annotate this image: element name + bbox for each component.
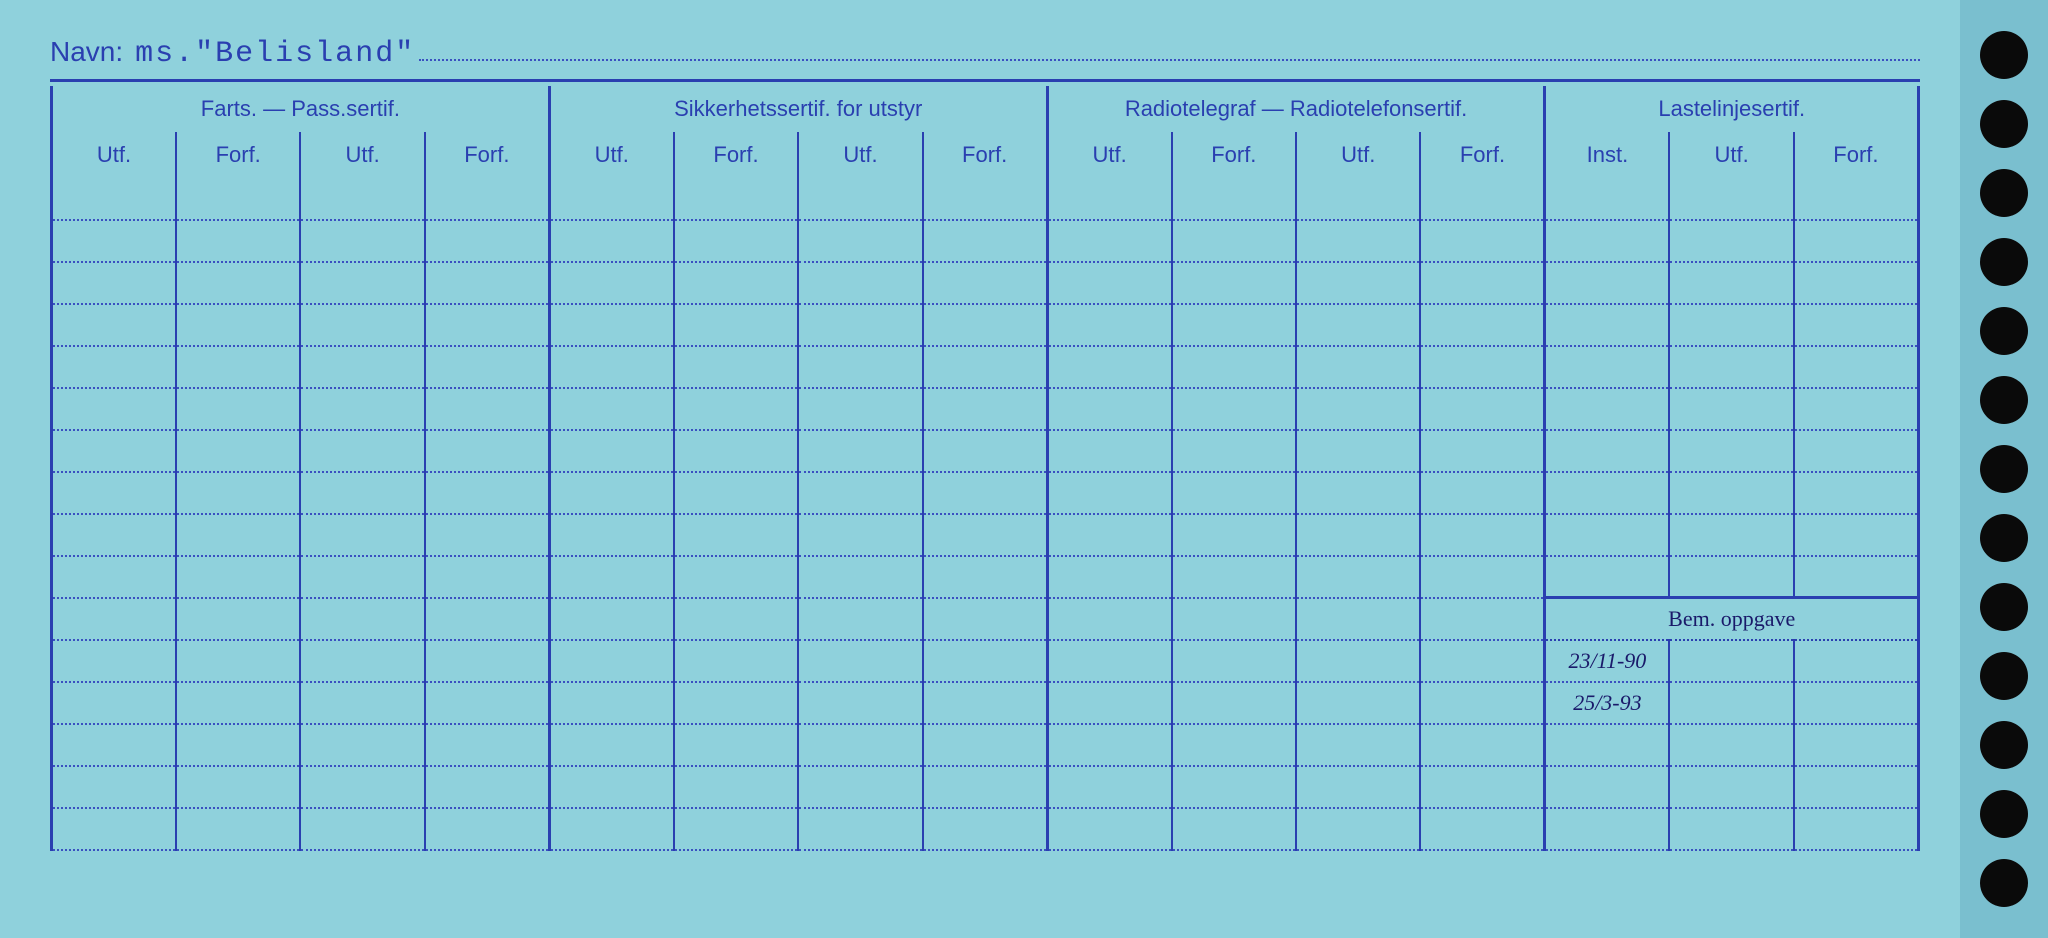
punch-hole — [1980, 169, 2028, 217]
table-row — [52, 766, 1919, 808]
table-row — [52, 472, 1919, 514]
table-row — [52, 178, 1919, 220]
punch-hole — [1980, 583, 2028, 631]
header-groups-row: Farts. — Pass.sertif.Sikkerhetssertif. f… — [52, 86, 1919, 132]
column-header: Forf. — [1420, 132, 1544, 178]
column-header: Utf. — [300, 132, 424, 178]
name-dotted-line — [419, 30, 1920, 61]
group-header: Sikkerhetssertif. for utstyr — [549, 86, 1047, 132]
name-value: ms."Belisland" — [135, 37, 415, 71]
column-header: Utf. — [1047, 132, 1171, 178]
column-header: Inst. — [1545, 132, 1669, 178]
column-header: Forf. — [674, 132, 798, 178]
table-row — [52, 556, 1919, 598]
punch-hole — [1980, 307, 2028, 355]
column-header: Forf. — [425, 132, 549, 178]
table-row — [52, 808, 1919, 850]
column-header: Utf. — [1669, 132, 1793, 178]
table-row — [52, 262, 1919, 304]
column-header: Utf. — [798, 132, 922, 178]
group-header: Farts. — Pass.sertif. — [52, 86, 550, 132]
punch-hole — [1980, 238, 2028, 286]
column-header: Utf. — [549, 132, 673, 178]
punch-hole — [1980, 31, 2028, 79]
punch-hole — [1980, 514, 2028, 562]
table-row — [52, 430, 1919, 472]
punch-hole — [1980, 100, 2028, 148]
punch-hole — [1980, 652, 2028, 700]
table-row — [52, 346, 1919, 388]
bem-oppgave-cell: Bem. oppgave — [1545, 598, 1919, 640]
handwritten-date: 25/3-93 — [1545, 682, 1669, 724]
punch-hole — [1980, 721, 2028, 769]
column-header: Forf. — [1794, 132, 1919, 178]
table-row — [52, 304, 1919, 346]
column-header: Utf. — [1296, 132, 1420, 178]
group-header: Lastelinjesertif. — [1545, 86, 1919, 132]
table-row — [52, 388, 1919, 430]
table-row — [52, 220, 1919, 262]
table-row: 23/11-90 — [52, 640, 1919, 682]
punch-hole-strip — [1960, 0, 2048, 938]
certificate-table: Farts. — Pass.sertif.Sikkerhetssertif. f… — [50, 86, 1920, 851]
table-body: Bem. oppgave23/11-9025/3-93 — [52, 178, 1919, 850]
header-columns-row: Utf.Forf.Utf.Forf.Utf.Forf.Utf.Forf.Utf.… — [52, 132, 1919, 178]
punch-hole — [1980, 859, 2028, 907]
column-header: Utf. — [52, 132, 176, 178]
group-header: Radiotelegraf — Radiotelefonsertif. — [1047, 86, 1545, 132]
column-header: Forf. — [176, 132, 300, 178]
handwritten-date: 23/11-90 — [1545, 640, 1669, 682]
table-row — [52, 514, 1919, 556]
punch-hole — [1980, 376, 2028, 424]
table-row — [52, 724, 1919, 766]
table-row: 25/3-93 — [52, 682, 1919, 724]
table-row: Bem. oppgave — [52, 598, 1919, 640]
punch-hole — [1980, 790, 2028, 838]
column-header: Forf. — [923, 132, 1047, 178]
record-card: Navn: ms."Belisland" Farts. — Pass.serti… — [0, 0, 1960, 938]
name-label: Navn: — [50, 36, 123, 68]
punch-hole — [1980, 445, 2028, 493]
name-row: Navn: ms."Belisland" — [50, 30, 1920, 82]
column-header: Forf. — [1172, 132, 1296, 178]
